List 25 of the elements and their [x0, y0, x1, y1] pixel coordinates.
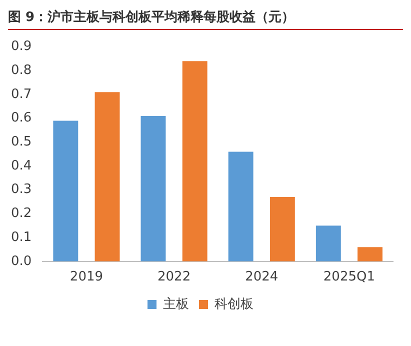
bar	[270, 197, 295, 262]
y-tick-label: 0.3	[10, 182, 32, 198]
x-tick-label: 2019	[70, 270, 104, 285]
bar	[182, 61, 208, 262]
x-tick-label: 2024	[245, 270, 278, 285]
y-tick-label: 0.7	[10, 86, 32, 102]
y-tick-label: 0.0	[10, 254, 32, 269]
bar	[358, 247, 382, 262]
x-tick-label: 2022	[158, 270, 191, 285]
y-tick-label: 0.5	[10, 134, 32, 150]
bar	[53, 120, 78, 262]
y-tick-label: 0.2	[10, 206, 32, 222]
y-tick-label: 0.9	[10, 39, 32, 54]
x-tick-label: 2025Q1	[323, 270, 376, 285]
legend-label: 科创板	[214, 296, 254, 312]
bar	[140, 116, 166, 262]
chart-title: 图 9：沪市主板与科创板平均稀释每股收益（元）	[8, 8, 403, 30]
y-tick-label: 0.6	[10, 110, 32, 126]
legend-label: 主板	[163, 296, 189, 312]
y-tick-label: 0.1	[10, 230, 32, 245]
bar	[228, 152, 254, 262]
bar	[316, 226, 341, 262]
y-tick-label: 0.4	[10, 158, 32, 174]
bar	[94, 92, 120, 262]
y-tick-label: 0.8	[10, 63, 32, 78]
